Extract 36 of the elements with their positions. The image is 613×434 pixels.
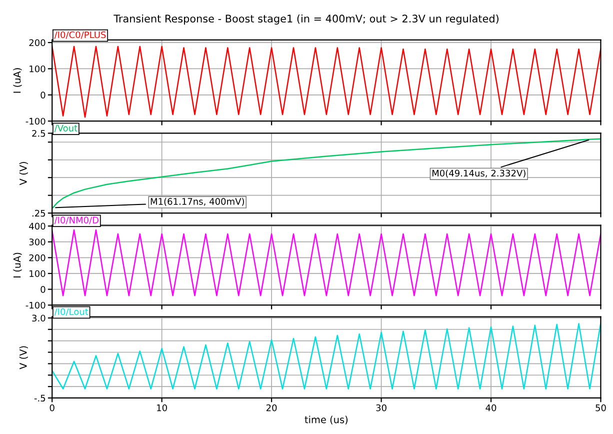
y-axis-title: V (V) xyxy=(19,162,28,186)
x-tick-label: 40 xyxy=(486,404,496,412)
x-axis-title: time (us) xyxy=(304,416,348,424)
y-tick-label: 300 xyxy=(29,238,46,246)
line-series xyxy=(52,322,601,390)
y-tick-label: 400 xyxy=(29,222,46,230)
y-tick-label: 3.0 xyxy=(32,314,46,322)
series-label: /I0/NM0/D xyxy=(54,216,99,224)
annotation: M1(61.17ns, 400mV) xyxy=(150,198,244,206)
text: /I0/Lout xyxy=(54,308,88,316)
y-tick-label: -100 xyxy=(26,118,46,125)
x-tick-label: 50 xyxy=(596,404,606,412)
y-tick-label: -100 xyxy=(26,302,46,309)
y-axis-title: I (uA) xyxy=(13,68,22,93)
y-tick-label: 200 xyxy=(29,39,46,46)
line-series xyxy=(52,46,601,118)
x-tick-label: 30 xyxy=(376,404,386,412)
x-tick-label: 10 xyxy=(157,404,167,412)
text: /Vout xyxy=(54,124,78,132)
y-tick-label: 100 xyxy=(30,65,46,72)
line-series xyxy=(52,138,601,208)
y-tick-label: -.5 xyxy=(34,394,46,402)
line-series xyxy=(52,229,601,296)
chart-title: Transient Response - Boost stage1 (in = 400mV; out > 2.3V un regulated) xyxy=(114,14,498,25)
y-axis-title: I (uA) xyxy=(13,252,22,278)
y-tick-label: 200 xyxy=(29,254,46,262)
x-tick-label: 20 xyxy=(266,404,277,412)
y-axis-title: V (V) xyxy=(19,346,28,370)
y-tick-label: 100 xyxy=(30,270,46,278)
series-label: /I0/C0/PLUS xyxy=(54,31,106,39)
y-tick-label: .25 xyxy=(32,210,46,217)
x-tick-label: 0 xyxy=(50,404,54,412)
y-tick-label: 2.5 xyxy=(32,130,46,137)
y-tick-label: 0 xyxy=(40,92,46,98)
y-tick-label: 0 xyxy=(40,286,46,293)
annotation: M0(49.14us, 2.332V) xyxy=(432,170,526,178)
